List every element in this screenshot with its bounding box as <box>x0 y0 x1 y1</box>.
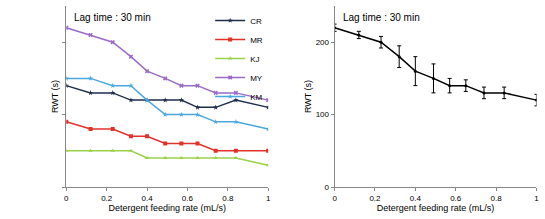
svg-text:Lag time : 30 min: Lag time : 30 min <box>343 12 420 23</box>
svg-text:CR: CR <box>250 17 262 26</box>
svg-text:0.6: 0.6 <box>182 194 194 203</box>
svg-text:0.4: 0.4 <box>142 194 154 203</box>
svg-text:0.2: 0.2 <box>101 194 113 203</box>
svg-text:200: 200 <box>316 38 330 47</box>
svg-text:RWT (s): RWT (s) <box>50 80 60 113</box>
svg-text:MR: MR <box>250 36 263 45</box>
svg-text:0.8: 0.8 <box>491 194 503 203</box>
svg-text:0.8: 0.8 <box>222 194 234 203</box>
svg-text:0.6: 0.6 <box>450 194 462 203</box>
svg-text:1: 1 <box>266 194 271 203</box>
svg-text:0: 0 <box>325 183 330 192</box>
svg-text:0: 0 <box>332 194 337 203</box>
svg-text:0.4: 0.4 <box>410 194 422 203</box>
svg-text:0.2: 0.2 <box>369 194 381 203</box>
svg-text:KM: KM <box>250 93 262 102</box>
svg-text:KJ: KJ <box>250 55 259 64</box>
svg-text:0: 0 <box>64 194 69 203</box>
svg-text:Detergent feeding rate (mL/s): Detergent feeding rate (mL/s) <box>377 203 495 213</box>
svg-text:Detergent feeding rate (mL/s): Detergent feeding rate (mL/s) <box>108 203 226 213</box>
svg-text:MY: MY <box>250 74 263 83</box>
svg-text:RWT (s): RWT (s) <box>303 80 313 113</box>
svg-text:Lag time : 30 min: Lag time : 30 min <box>74 12 151 23</box>
svg-text:1: 1 <box>534 194 539 203</box>
svg-text:100: 100 <box>316 110 330 119</box>
